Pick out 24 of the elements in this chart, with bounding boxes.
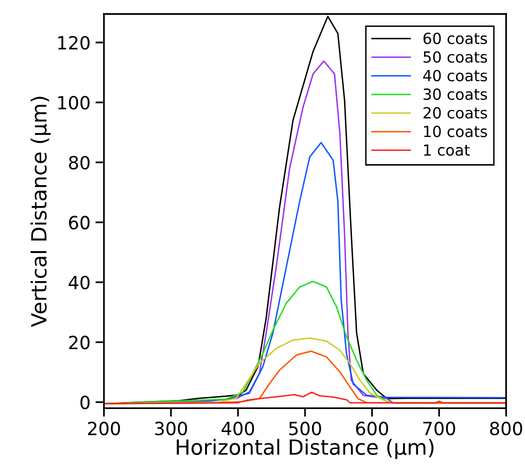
y-tick-label: 40 bbox=[68, 276, 90, 290]
legend-label: 10 coats bbox=[424, 126, 488, 138]
legend-label: 60 coats bbox=[423, 32, 488, 44]
x-tick-label: 700 bbox=[423, 422, 456, 436]
x-tick-label: 600 bbox=[356, 422, 388, 436]
x-axis-title: Horizontal Distance (µm) bbox=[176, 438, 434, 459]
x-tick-label: 300 bbox=[155, 422, 188, 436]
x-tick-label: 400 bbox=[222, 422, 254, 436]
y-tick-label: 60 bbox=[69, 216, 90, 230]
legend-label: 1 coat bbox=[424, 144, 470, 156]
legend-label: 30 coats bbox=[424, 88, 488, 100]
x-tick-label: 800 bbox=[490, 422, 522, 436]
legend-label: 20 coats bbox=[424, 107, 488, 119]
y-tick-label: 20 bbox=[69, 336, 90, 350]
y-axis-title: Vertical Distance (µm) bbox=[30, 96, 51, 327]
line-series bbox=[104, 392, 506, 404]
y-tick-label: 100 bbox=[58, 96, 90, 110]
y-tick-label: 120 bbox=[58, 36, 90, 50]
legend-label: 40 coats bbox=[423, 70, 488, 82]
legend-label: 50 coats bbox=[424, 51, 488, 63]
y-tick-label: 0 bbox=[80, 396, 90, 410]
y-tick-label: 80 bbox=[69, 156, 90, 170]
x-tick-label: 200 bbox=[88, 422, 120, 436]
x-tick-label: 500 bbox=[289, 422, 322, 436]
